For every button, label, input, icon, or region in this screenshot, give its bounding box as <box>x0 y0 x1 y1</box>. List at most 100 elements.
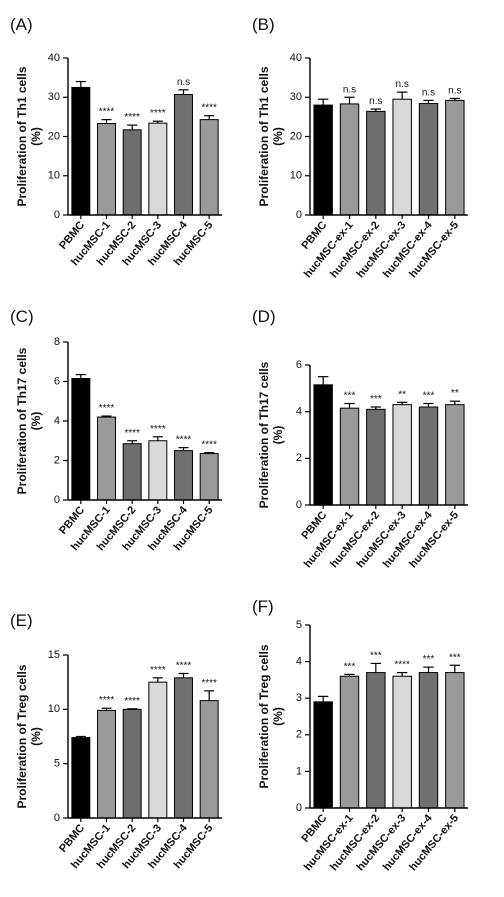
bar <box>366 408 386 506</box>
bar <box>199 119 219 216</box>
significance-label: **** <box>124 696 140 707</box>
bar <box>366 110 386 216</box>
significance-label: **** <box>99 695 115 706</box>
significance-label: **** <box>201 678 217 689</box>
bar <box>392 675 412 809</box>
significance-label: **** <box>124 428 140 439</box>
y-tick-label: 20 <box>48 130 60 142</box>
y-tick-label: 30 <box>290 91 302 103</box>
significance-label: n.s <box>448 85 461 96</box>
bar <box>97 123 116 216</box>
significance-label: **** <box>201 103 217 114</box>
y-tick-label: 40 <box>48 52 60 64</box>
bar <box>313 384 333 506</box>
y-tick-label: 3 <box>296 692 302 704</box>
significance-label: *** <box>344 661 356 672</box>
bar <box>174 450 193 501</box>
y-tick-label: 2 <box>296 452 302 464</box>
bar <box>148 440 168 501</box>
panel-label: (B) <box>252 15 275 34</box>
bar <box>122 129 142 216</box>
bar <box>392 404 412 506</box>
significance-label: n.s <box>343 84 356 95</box>
bar <box>148 681 168 819</box>
significance-label: *** <box>370 394 382 405</box>
panel-label: (D) <box>252 307 276 326</box>
y-tick-label: 0 <box>296 209 302 221</box>
bar <box>97 416 116 501</box>
bar <box>122 443 142 501</box>
y-tick-label: 6 <box>296 359 302 371</box>
bar <box>174 677 193 819</box>
bar <box>418 672 439 809</box>
y-tick-label: 30 <box>48 91 60 103</box>
significance-label: *** <box>423 391 435 402</box>
y-tick-label: 2 <box>296 729 302 741</box>
bar <box>366 672 386 809</box>
bar <box>339 103 360 216</box>
panel-label: (E) <box>10 611 33 630</box>
significance-label: **** <box>201 440 217 451</box>
y-tick-label: 10 <box>290 170 302 182</box>
bar <box>418 103 439 216</box>
y-tick-label: 0 <box>54 812 60 824</box>
y-axis-unit: (%) <box>29 727 43 746</box>
y-axis-unit: (%) <box>29 412 43 431</box>
panel-label: (F) <box>252 597 274 616</box>
bar <box>122 708 142 819</box>
significance-label: **** <box>99 403 115 414</box>
significance-label: ** <box>398 389 406 400</box>
y-axis-label: Proliferation of Th17 cells <box>15 347 29 494</box>
significance-label: **** <box>176 435 192 446</box>
y-axis-label: Proliferation of Treg cells <box>257 644 271 788</box>
y-tick-label: 2 <box>54 454 60 466</box>
y-tick-label: 5 <box>54 758 60 770</box>
bar <box>418 406 439 506</box>
significance-label: *** <box>449 652 461 663</box>
significance-label: n.s <box>177 77 190 88</box>
y-axis-label: Proliferation of Th1 cells <box>15 66 29 206</box>
bar <box>445 672 465 809</box>
bar <box>339 407 360 506</box>
significance-label: *** <box>344 391 356 402</box>
y-axis-unit: (%) <box>271 707 285 726</box>
significance-label: n.s <box>369 96 382 107</box>
bar <box>199 700 219 819</box>
y-tick-label: 0 <box>296 499 302 511</box>
bar <box>313 104 333 216</box>
bar <box>313 701 333 809</box>
significance-label: **** <box>150 424 166 435</box>
y-tick-label: 4 <box>54 415 60 427</box>
y-tick-label: 20 <box>290 130 302 142</box>
y-tick-label: 4 <box>296 406 302 418</box>
y-axis-label: Proliferation of Th17 cells <box>257 361 271 508</box>
y-tick-label: 6 <box>54 375 60 387</box>
y-tick-label: 15 <box>48 649 60 661</box>
bar <box>148 122 168 216</box>
y-tick-label: 0 <box>296 802 302 814</box>
y-tick-label: 4 <box>296 656 302 668</box>
significance-label: n.s <box>395 79 408 90</box>
bar <box>339 675 360 809</box>
y-axis-unit: (%) <box>271 426 285 445</box>
significance-label: **** <box>176 660 192 671</box>
y-axis-label: Proliferation of Th1 cells <box>257 66 271 206</box>
significance-label: *** <box>370 650 382 661</box>
bar <box>445 99 465 216</box>
bar <box>199 453 219 501</box>
significance-label: **** <box>124 112 140 123</box>
bar <box>174 94 193 216</box>
bar <box>71 86 91 216</box>
y-tick-label: 10 <box>48 703 60 715</box>
y-tick-label: 5 <box>296 619 302 631</box>
panel-label: (A) <box>10 15 33 34</box>
y-axis-unit: (%) <box>271 127 285 146</box>
y-axis-unit: (%) <box>29 127 43 146</box>
y-tick-label: 0 <box>54 494 60 506</box>
bar <box>445 404 465 506</box>
y-tick-label: 10 <box>48 170 60 182</box>
significance-label: *** <box>423 654 435 665</box>
bar <box>97 709 116 819</box>
bar <box>71 378 91 501</box>
